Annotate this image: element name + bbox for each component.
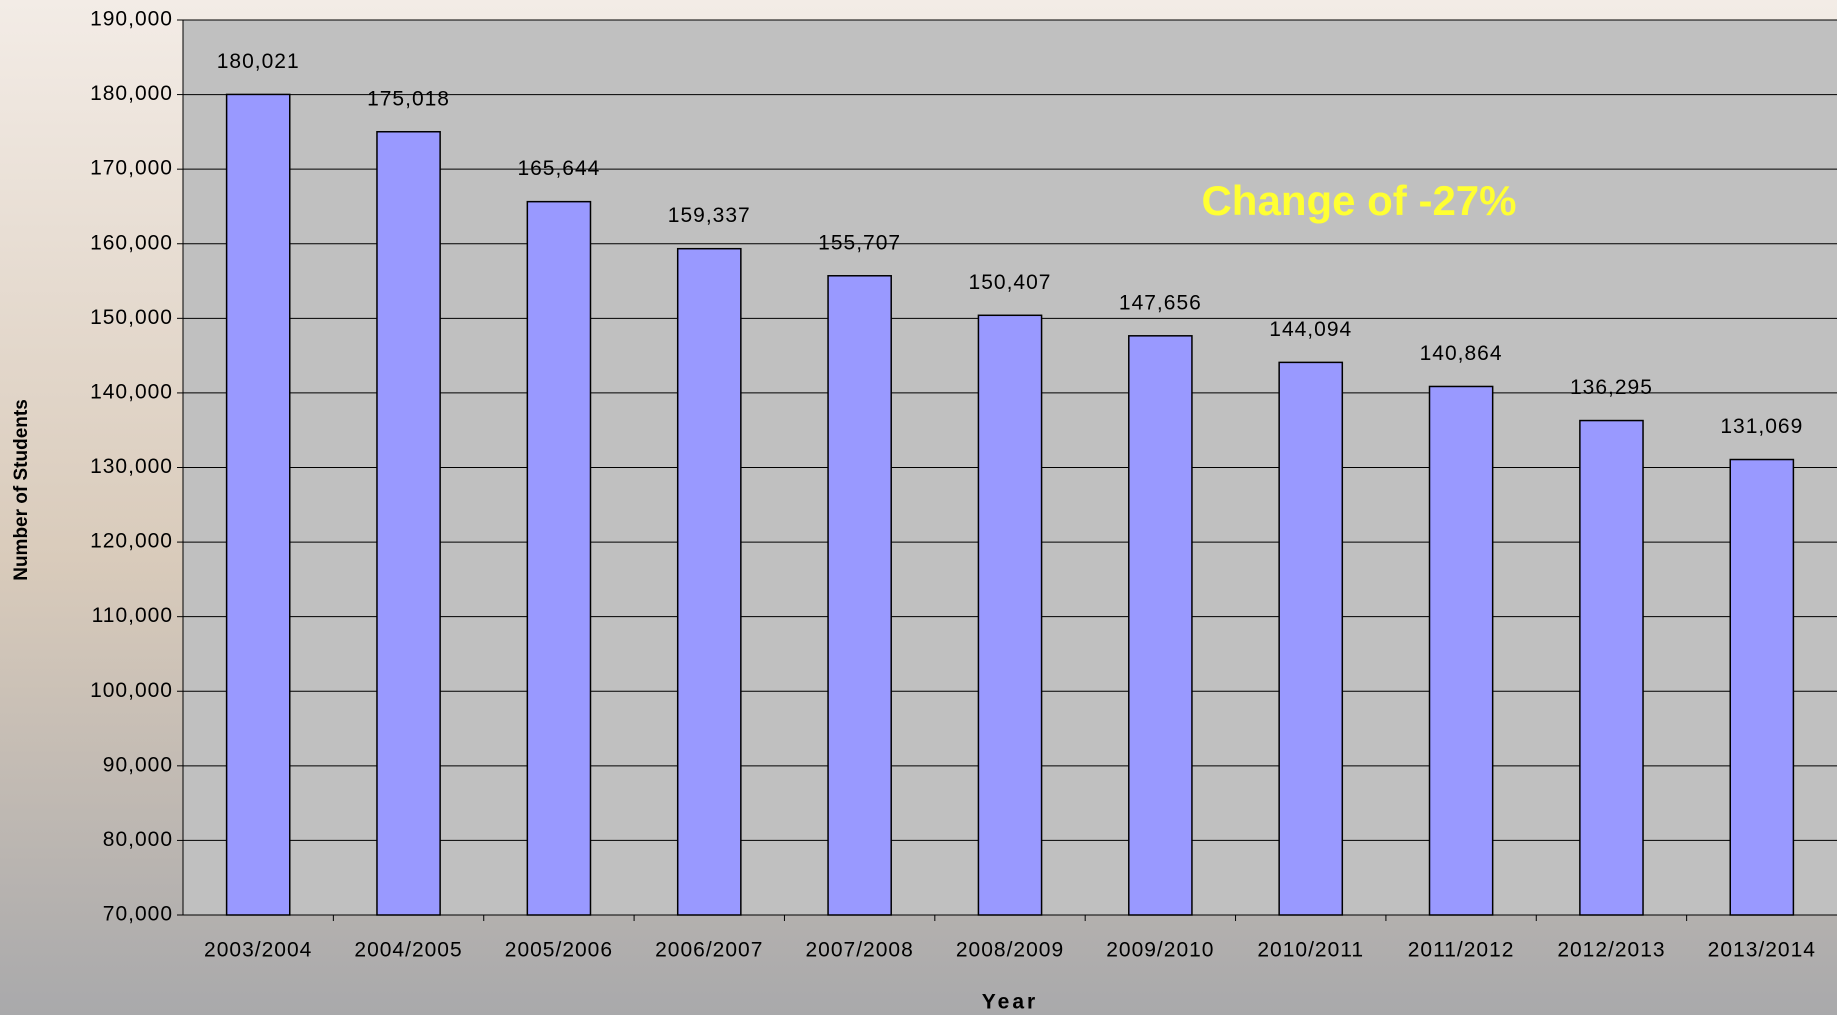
x-tick-label: 2013/2014 bbox=[1708, 939, 1816, 962]
y-tick-label: 190,000 bbox=[90, 8, 173, 31]
data-label: 175,018 bbox=[367, 87, 450, 110]
x-tick-label: 2010/2011 bbox=[1257, 939, 1364, 962]
bar bbox=[527, 202, 590, 915]
x-tick-label: 2008/2009 bbox=[956, 939, 1064, 962]
annotation: Change of -27% bbox=[1201, 177, 1516, 224]
y-tick-label: 180,000 bbox=[90, 82, 173, 105]
bar bbox=[227, 94, 290, 915]
chart: Change of -27% Year Number of Students 7… bbox=[0, 0, 1837, 1015]
bar bbox=[1430, 386, 1493, 915]
data-label: 131,069 bbox=[1720, 415, 1803, 438]
x-axis-title: Year bbox=[982, 991, 1038, 1014]
y-tick-label: 120,000 bbox=[90, 530, 173, 553]
data-label: 150,407 bbox=[969, 271, 1052, 294]
x-tick-label: 2003/2004 bbox=[204, 939, 312, 962]
bar bbox=[978, 315, 1041, 915]
page: Change of -27% Year Number of Students 7… bbox=[0, 0, 1837, 1015]
x-tick-label: 2006/2007 bbox=[655, 939, 763, 962]
y-tick-label: 160,000 bbox=[90, 231, 173, 254]
y-tick-label: 130,000 bbox=[90, 455, 173, 478]
y-tick-label: 140,000 bbox=[90, 380, 173, 403]
x-tick-label: 2007/2008 bbox=[805, 939, 913, 962]
y-tick-label: 170,000 bbox=[90, 157, 173, 180]
x-tick-label: 2009/2010 bbox=[1106, 939, 1214, 962]
bar bbox=[1730, 460, 1793, 915]
bar bbox=[1279, 362, 1342, 915]
bar bbox=[1129, 336, 1192, 915]
x-tick-label: 2012/2013 bbox=[1557, 939, 1665, 962]
data-label: 140,864 bbox=[1420, 342, 1503, 365]
bar bbox=[377, 132, 440, 915]
bar bbox=[828, 276, 891, 915]
y-tick-label: 70,000 bbox=[103, 903, 173, 926]
data-label: 136,295 bbox=[1570, 376, 1653, 399]
data-label: 144,094 bbox=[1269, 318, 1352, 341]
data-label: 155,707 bbox=[818, 231, 901, 254]
x-tick-label: 2005/2006 bbox=[505, 939, 613, 962]
y-tick-label: 150,000 bbox=[90, 306, 173, 329]
x-tick-label: 2011/2012 bbox=[1408, 939, 1515, 962]
y-tick-label: 80,000 bbox=[103, 828, 173, 851]
x-tick-label: 2004/2005 bbox=[354, 939, 462, 962]
data-label: 165,644 bbox=[517, 157, 600, 180]
data-label: 180,021 bbox=[217, 50, 300, 73]
y-tick-label: 100,000 bbox=[90, 679, 173, 702]
y-tick-label: 110,000 bbox=[92, 604, 173, 627]
y-axis-title: Number of Students bbox=[11, 399, 32, 581]
bar bbox=[1580, 421, 1643, 915]
bar bbox=[678, 249, 741, 915]
data-label: 159,337 bbox=[668, 204, 751, 227]
data-label: 147,656 bbox=[1119, 291, 1202, 314]
y-tick-label: 90,000 bbox=[103, 753, 173, 776]
